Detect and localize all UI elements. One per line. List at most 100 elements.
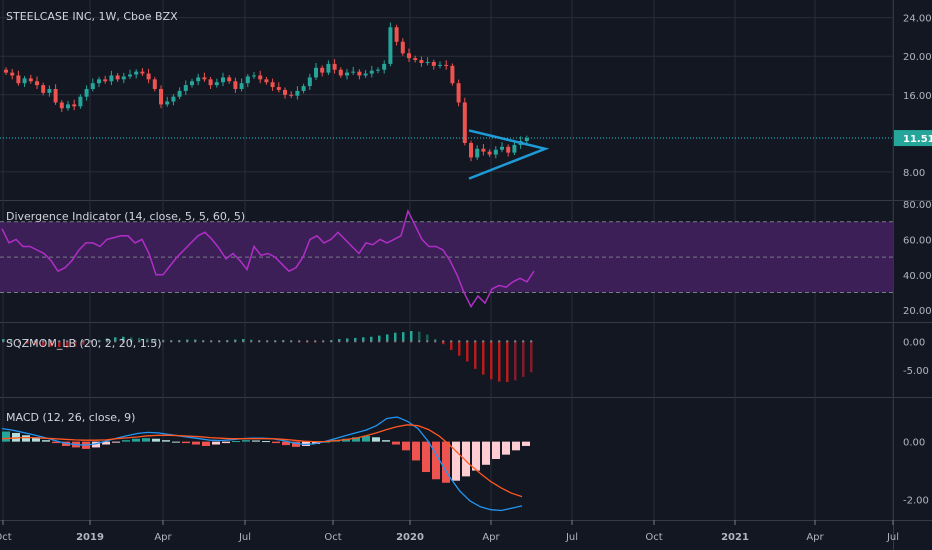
- sqzmom-bar: [130, 337, 133, 342]
- squeeze-dot: [162, 340, 165, 343]
- squeeze-dot: [130, 340, 133, 343]
- macd-histogram-bar: [242, 440, 250, 442]
- macd-histogram-bar: [142, 438, 150, 442]
- candle-body: [183, 85, 188, 91]
- squeeze-dot: [66, 340, 69, 343]
- macd-histogram-bar: [12, 432, 20, 442]
- sqzmom-bar: [66, 341, 69, 348]
- candle-body: [369, 70, 374, 74]
- squeeze-dot: [362, 340, 365, 343]
- macd-histogram-bar: [42, 440, 50, 442]
- macd-histogram-bar: [2, 431, 10, 442]
- squeeze-dot: [26, 340, 29, 343]
- macd-axis-label: 0.00: [903, 438, 925, 449]
- squeeze-dot: [242, 340, 245, 343]
- macd-histogram-bar: [492, 441, 500, 459]
- candle-body: [252, 75, 256, 77]
- squeeze-dot: [490, 340, 493, 343]
- candle-body: [475, 148, 480, 158]
- squeeze-dot: [274, 340, 277, 343]
- candle-body: [140, 71, 145, 74]
- x-tick-label: Oct: [0, 532, 12, 543]
- macd-histogram-bar: [442, 441, 450, 483]
- candle-body: [444, 64, 449, 66]
- candle-body: [264, 79, 269, 83]
- squeeze-dot: [450, 340, 453, 343]
- candle-body: [128, 74, 132, 77]
- candle-body: [258, 75, 263, 80]
- sqzmom-bar: [490, 341, 493, 380]
- candle-body: [97, 79, 101, 84]
- candle-body: [202, 77, 207, 80]
- candle-body: [109, 75, 114, 82]
- sqzmom-bar: [346, 338, 349, 342]
- candle-body: [146, 73, 151, 80]
- macd-histogram-bar: [372, 437, 380, 442]
- divergence-indicator-title: Divergence Indicator (14, close, 5, 5, 6…: [6, 210, 246, 223]
- candle-body: [388, 27, 393, 64]
- candle-body: [78, 96, 83, 107]
- squeeze-dot: [186, 340, 189, 343]
- squeeze-dot: [2, 340, 5, 343]
- squeeze-dot: [42, 340, 45, 343]
- squeeze-dot: [338, 340, 341, 343]
- squeeze-dot: [154, 340, 157, 343]
- candle-body: [59, 102, 64, 109]
- candle-body: [481, 148, 486, 152]
- sqzmom-bar: [362, 337, 365, 342]
- macd-histogram-bar: [402, 441, 410, 451]
- squeeze-dot: [282, 340, 285, 343]
- candle-body: [506, 146, 511, 153]
- candle-body: [320, 67, 325, 73]
- macd-histogram-bar: [172, 441, 180, 443]
- candle-body: [90, 83, 95, 89]
- squeeze-dot: [266, 340, 269, 343]
- candle-body: [233, 81, 238, 89]
- macd-histogram-bar: [212, 441, 220, 445]
- symbol-title: STEELCASE INC, 1W, Cboe BZX: [6, 10, 178, 23]
- candle-body: [214, 82, 219, 86]
- squeeze-dot: [58, 340, 61, 343]
- candle-body: [276, 87, 281, 90]
- sqzmom-bar: [402, 332, 405, 342]
- candle-body: [35, 81, 39, 86]
- candle-body: [53, 88, 58, 103]
- macd-histogram-bar: [392, 441, 400, 445]
- rsi-line: [1, 209, 535, 309]
- squeeze-dot: [82, 340, 85, 343]
- candle-body: [4, 69, 8, 73]
- candle-body: [326, 63, 331, 73]
- squeeze-dot: [386, 340, 389, 343]
- candle-body: [400, 41, 405, 54]
- squeeze-dot: [138, 340, 141, 343]
- sqzmom-bar: [354, 337, 357, 342]
- candle-body: [332, 63, 337, 70]
- macd-histogram-bar: [132, 438, 140, 442]
- candle-body: [524, 138, 529, 142]
- macd-histogram-bar: [462, 441, 470, 477]
- squeeze-dot: [322, 340, 325, 343]
- candle-body: [22, 78, 27, 84]
- squeeze-dot: [442, 340, 445, 343]
- sqzmom-bar: [82, 341, 85, 345]
- squeeze-dot: [370, 340, 373, 343]
- candle-body: [121, 76, 126, 80]
- squeeze-dot: [418, 340, 421, 343]
- last-price-label: 11.51: [903, 134, 932, 145]
- price-axis-label: 16.00: [903, 91, 932, 102]
- sqzmom-bar: [458, 341, 461, 356]
- macd-histogram-bar: [282, 441, 290, 446]
- sqzmom-bar: [530, 341, 533, 373]
- macd-histogram-bar: [192, 441, 200, 445]
- squeeze-dot: [218, 340, 221, 343]
- macd-histogram-bar: [362, 435, 370, 442]
- sqzmom-bar: [482, 341, 485, 375]
- sqzmom-bar: [450, 341, 453, 350]
- squeeze-dot: [378, 340, 381, 343]
- candle-body: [28, 78, 33, 82]
- macd-histogram-bar: [272, 441, 280, 444]
- candle-body: [84, 88, 89, 97]
- sqzmom-bar: [394, 332, 397, 342]
- squeeze-dot: [50, 340, 53, 343]
